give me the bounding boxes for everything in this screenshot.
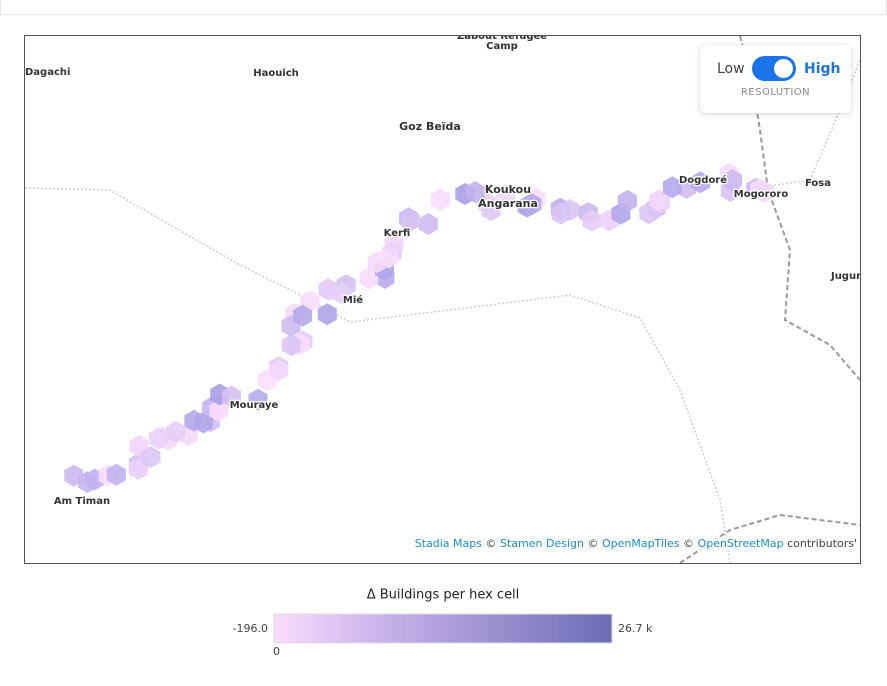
hex-cell: [582, 209, 602, 232]
place-label: Mié: [343, 294, 363, 306]
hex-cell: [149, 427, 169, 450]
attribution-link[interactable]: Stadia Maps: [414, 537, 482, 550]
hex-cell: [248, 388, 268, 411]
place-label: Am Timan: [54, 496, 110, 507]
attribution-separator: ©: [587, 537, 599, 550]
hex-cell: [293, 304, 313, 327]
hex-cell: [418, 213, 438, 235]
hex-cell: [193, 411, 213, 434]
resolution-toggle: Low High RESOLUTION: [700, 45, 851, 113]
place-label: Haouich: [253, 68, 299, 79]
place-label: Kerfi: [384, 228, 411, 239]
legend-bar: [273, 613, 613, 644]
legend-tick: 0: [273, 645, 280, 658]
place-label: Goz Beïda: [399, 120, 461, 133]
hex-cell: [617, 189, 637, 212]
attribution: Stadia Maps © Stamen Design © OpenMapTil…: [412, 537, 859, 550]
hex-cell: [384, 233, 404, 256]
hex-cell: [106, 463, 126, 486]
place-label: Mouraye: [230, 400, 279, 411]
hex-cell: [166, 421, 186, 443]
place-label: Koukou: [485, 183, 531, 196]
toggle-caption: RESOLUTION: [740, 87, 811, 98]
legend-max: 26.7 k: [618, 622, 653, 635]
toggle-knob: [774, 59, 793, 78]
hex-cell: [649, 189, 669, 212]
border-line: [739, 36, 860, 381]
hex-cell: [209, 399, 229, 422]
attribution-separator: ©: [485, 537, 497, 550]
attribution-link[interactable]: OpenStreetMap: [697, 537, 784, 550]
place-label: Dagachi: [25, 67, 70, 78]
hex-cell: [281, 334, 301, 357]
toggle-switch[interactable]: [752, 56, 796, 81]
hex-cell: [359, 267, 379, 290]
hex-cell: [141, 446, 161, 469]
place-label: Fosa: [805, 178, 831, 189]
legend-title: Δ Buildings per hex cell: [367, 588, 520, 603]
place-label: Camp: [486, 41, 518, 52]
place-label: Dogdoré: [679, 174, 727, 186]
place-label: Mogororo: [734, 189, 789, 200]
attribution-separator: ©: [683, 537, 695, 550]
border-line: [769, 59, 860, 187]
hex-cell: [690, 171, 710, 194]
toggle-high[interactable]: High: [804, 61, 841, 77]
hex-cell: [269, 359, 289, 382]
toggle-low[interactable]: Low: [717, 61, 745, 77]
hex-cell: [221, 385, 241, 408]
attribution-link[interactable]: Stamen Design: [499, 537, 584, 550]
hex-cell: [332, 282, 352, 305]
place-label: Jugur: [830, 271, 861, 282]
hex-cell: [662, 176, 682, 199]
hex-cell: [430, 188, 450, 211]
attribution-suffix: contributors': [787, 537, 857, 550]
hex-cell: [465, 181, 485, 204]
attribution-link[interactable]: OpenMapTiles: [601, 537, 680, 550]
legend-min: -196.0: [233, 622, 268, 635]
hex-cell: [755, 180, 774, 203]
place-label: Zabout Refugee: [457, 31, 547, 42]
hex-cell: [522, 193, 542, 216]
hex-cell: [481, 199, 501, 222]
hex-layer: [64, 162, 774, 493]
hex-cell: [317, 303, 337, 326]
place-label: Angarana: [478, 197, 538, 210]
border-line: [679, 513, 860, 563]
hex-cell: [495, 183, 515, 206]
hex-cell: [401, 209, 420, 232]
hex-cell: [560, 198, 580, 221]
map-frame: [24, 35, 861, 564]
hex-cell: [723, 169, 743, 192]
border-line: [25, 187, 731, 563]
legend-labels: -196.0 26.7 k 0: [233, 622, 653, 658]
